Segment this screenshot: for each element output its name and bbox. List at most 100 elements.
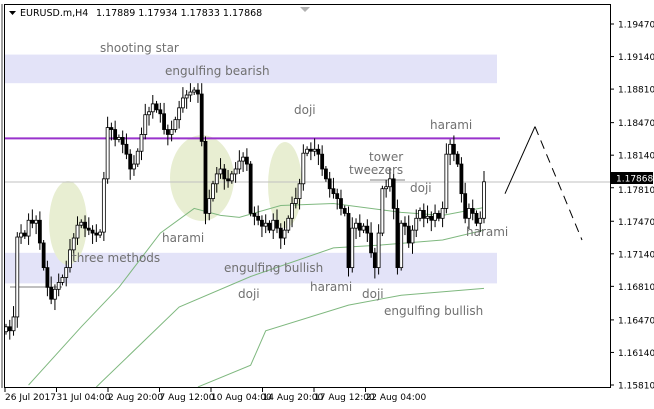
candle-body: [192, 89, 197, 93]
candle-body: [256, 215, 261, 221]
candle-body: [184, 94, 189, 99]
x-tick-label: 17 Aug 12:00: [314, 393, 375, 403]
candle-body: [135, 150, 140, 165]
candle-body: [414, 217, 419, 231]
candle-body: [263, 222, 268, 227]
projection-dashed-line[interactable]: [534, 126, 583, 241]
candle-body: [226, 178, 230, 182]
zone-band: [5, 252, 497, 284]
candle-body: [305, 148, 310, 154]
candle-body: [482, 181, 486, 219]
candle-body: [11, 316, 16, 332]
label-harami: harami: [310, 280, 352, 294]
candle-body: [271, 219, 276, 231]
label-harami: harami: [466, 225, 508, 239]
label-shooting-star: shooting star: [100, 41, 179, 55]
candle-body: [26, 219, 31, 237]
candle-body: [433, 212, 437, 221]
candle-body: [357, 222, 362, 231]
y-tick-label: 1.15810: [618, 381, 654, 391]
candle-body: [237, 160, 242, 170]
x-tick-label: 14 Aug 20:00: [263, 393, 324, 403]
price-tag: 1.17868: [611, 172, 653, 185]
candle-body: [19, 232, 23, 238]
candle-body: [429, 215, 434, 221]
candle-body: [105, 127, 110, 180]
candle-body: [388, 178, 392, 188]
candle-body: [128, 153, 133, 170]
label-tower: tower: [369, 150, 403, 164]
candle-body: [380, 188, 385, 234]
candle-body: [444, 153, 449, 209]
dropdown-triangle-icon[interactable]: [9, 11, 16, 15]
pattern-labels: shooting star engulfing bearish doji har…: [72, 41, 508, 318]
candle-body: [448, 143, 453, 155]
chart-header: EURUSD.m,H4 1.17889 1.17934 1.17833 1.17…: [9, 7, 310, 19]
candle-body: [49, 286, 54, 300]
symbol-label: EURUSD.m,H4: [20, 8, 88, 19]
candle-body: [399, 222, 404, 269]
candle-body: [342, 208, 347, 214]
candle-body: [308, 148, 313, 152]
candle-body: [440, 208, 445, 219]
y-tick-label: 1.17140: [618, 250, 654, 260]
candles: [4, 83, 486, 340]
x-tick-label: 26 Jul 2017: [5, 393, 56, 403]
candle-body: [86, 227, 91, 231]
label-engulfing-bearish: engulfing bearish: [165, 64, 270, 78]
candle-body: [113, 129, 118, 140]
candle-body: [275, 219, 279, 229]
y-tick-label: 1.19470: [618, 21, 654, 31]
candle-body: [173, 119, 178, 130]
candle-body: [199, 93, 204, 142]
candle-body: [79, 221, 84, 226]
candle-body: [94, 232, 99, 236]
candle-body: [293, 198, 298, 204]
candle-body: [60, 277, 65, 283]
label-engulfing-bullish: engulfing bullish: [384, 304, 483, 318]
candle-body: [372, 252, 377, 269]
y-tick-label: 1.18470: [618, 119, 654, 129]
candle-body: [154, 103, 159, 111]
candle-body: [463, 193, 468, 219]
price-tag-box: [611, 172, 653, 185]
candle-body: [346, 212, 351, 269]
candle-body: [117, 137, 121, 140]
candle-body: [418, 210, 422, 219]
candle-body: [7, 326, 12, 332]
label-doji: doji: [238, 287, 260, 301]
label-engulfing-bullish: engulfing bullish: [224, 261, 323, 275]
moving-average-line: [28, 203, 485, 386]
candle-body: [22, 232, 27, 237]
candle-body: [132, 163, 136, 170]
candle-body: [196, 89, 200, 95]
candle-body: [98, 231, 102, 236]
candle-body: [369, 232, 373, 254]
candle-body: [90, 229, 95, 234]
label-doji: doji: [410, 181, 432, 195]
candle-body: [180, 97, 185, 109]
candle-body: [177, 107, 182, 121]
label-three-methods: three methods: [72, 251, 160, 265]
projection-line[interactable]: [504, 126, 536, 194]
candle-body: [241, 156, 246, 162]
candle-body: [474, 212, 479, 224]
candle-body: [169, 129, 174, 135]
candle-body: [233, 168, 238, 175]
candle-body: [267, 222, 272, 231]
plot-frame: [4, 4, 611, 388]
scroll-marker-icon: [300, 7, 310, 12]
y-tick-label: 1.17470: [618, 218, 654, 228]
candle-body: [470, 208, 475, 214]
candle-body: [459, 163, 464, 195]
candle-body: [53, 288, 57, 300]
candle-body: [56, 282, 61, 290]
x-tick-label: 31 Jul 04:00: [57, 393, 111, 403]
y-tick-label: 1.18810: [618, 86, 654, 96]
candle-body: [143, 114, 148, 135]
candle-body: [361, 225, 366, 231]
candle-body: [150, 103, 155, 113]
candle-body: [391, 178, 396, 209]
candle-body: [101, 178, 106, 233]
